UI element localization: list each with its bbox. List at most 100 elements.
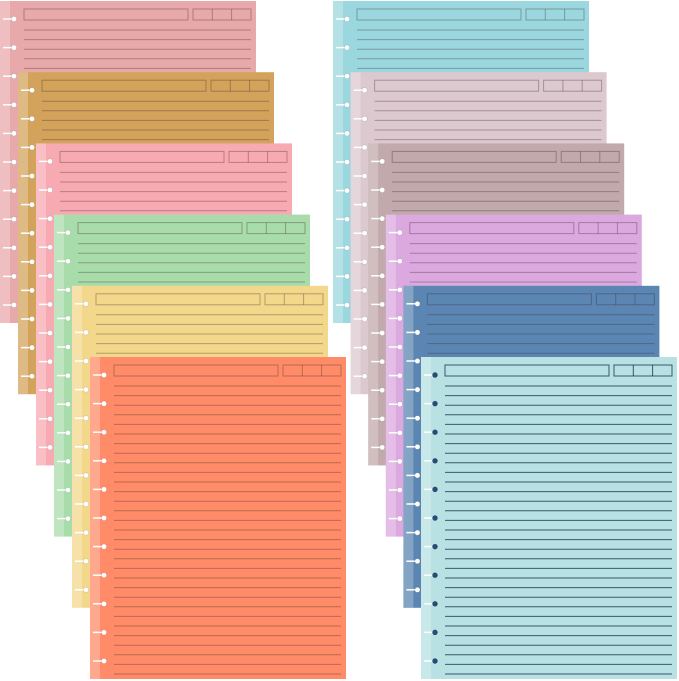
hole xyxy=(101,600,107,607)
hole xyxy=(101,400,107,407)
hole xyxy=(11,159,17,165)
header-box xyxy=(391,150,557,163)
hole xyxy=(361,258,368,265)
hole xyxy=(432,372,438,378)
hole xyxy=(414,358,421,364)
hole xyxy=(344,73,350,80)
hole xyxy=(83,329,89,336)
hole xyxy=(11,101,17,108)
hole xyxy=(11,244,17,251)
hole xyxy=(432,658,438,664)
hole xyxy=(11,216,17,223)
hole xyxy=(361,287,368,294)
hole xyxy=(29,87,35,94)
hole xyxy=(344,187,350,194)
hole xyxy=(29,258,35,265)
hole xyxy=(432,429,438,436)
hole xyxy=(65,401,71,408)
hole xyxy=(29,287,35,294)
hole xyxy=(83,443,89,450)
hole xyxy=(379,330,386,336)
hole xyxy=(101,429,107,436)
sheet-paper xyxy=(90,357,346,679)
header-cells xyxy=(192,8,252,21)
hole xyxy=(361,144,368,151)
hole xyxy=(65,515,71,522)
header-box xyxy=(23,8,189,21)
hole xyxy=(414,501,421,507)
hole xyxy=(11,16,17,22)
header-cells xyxy=(543,79,603,92)
hole xyxy=(65,344,71,350)
hole xyxy=(432,543,438,550)
header-box xyxy=(409,222,575,235)
header-cells xyxy=(613,364,673,377)
hole xyxy=(414,443,421,450)
hole xyxy=(65,315,71,322)
hole xyxy=(361,316,368,322)
hole xyxy=(361,173,368,179)
hole xyxy=(396,229,403,236)
hole xyxy=(101,515,107,521)
hole xyxy=(414,300,421,307)
hole xyxy=(83,472,89,479)
hole xyxy=(396,458,403,465)
hole xyxy=(379,215,386,222)
header-cells xyxy=(578,222,638,235)
hole xyxy=(101,629,107,636)
hole xyxy=(414,529,421,536)
hole xyxy=(11,44,17,51)
hole xyxy=(65,229,71,236)
hole xyxy=(47,158,53,165)
hole xyxy=(11,130,17,137)
header-cells xyxy=(246,222,306,235)
sheet xyxy=(421,357,677,679)
hole xyxy=(83,386,89,393)
header-cells xyxy=(595,293,655,306)
hole xyxy=(361,201,368,208)
hole xyxy=(344,216,350,223)
hole xyxy=(379,187,386,193)
hole xyxy=(396,286,403,293)
hole xyxy=(83,501,89,507)
hole xyxy=(83,358,89,364)
hole xyxy=(344,130,350,137)
hole xyxy=(414,386,421,393)
hole xyxy=(29,201,35,208)
header-cells xyxy=(210,79,270,92)
hole xyxy=(432,486,438,493)
hole xyxy=(344,101,350,108)
hole xyxy=(396,487,403,493)
header-cells xyxy=(264,293,324,306)
hole xyxy=(432,515,438,521)
hole xyxy=(29,344,35,351)
hole xyxy=(361,373,368,380)
header-box xyxy=(374,79,540,92)
header-box xyxy=(41,79,207,92)
hole xyxy=(29,373,35,380)
hole xyxy=(65,458,71,465)
hole xyxy=(29,316,35,322)
hole xyxy=(379,301,386,308)
hole xyxy=(432,629,438,636)
hole xyxy=(344,244,350,251)
hole xyxy=(65,286,71,293)
hole xyxy=(29,115,35,122)
hole xyxy=(83,529,89,536)
hole xyxy=(101,486,107,493)
hole xyxy=(414,329,421,336)
sheet-paper xyxy=(421,357,677,679)
hole xyxy=(83,300,89,307)
hole xyxy=(344,302,350,308)
hole xyxy=(47,415,53,422)
header-box xyxy=(356,8,522,21)
hole xyxy=(344,159,350,165)
hole xyxy=(101,543,107,550)
hole xyxy=(414,415,421,422)
hole xyxy=(47,272,53,279)
hole xyxy=(47,358,53,365)
hole xyxy=(83,586,89,593)
hole xyxy=(47,444,53,451)
